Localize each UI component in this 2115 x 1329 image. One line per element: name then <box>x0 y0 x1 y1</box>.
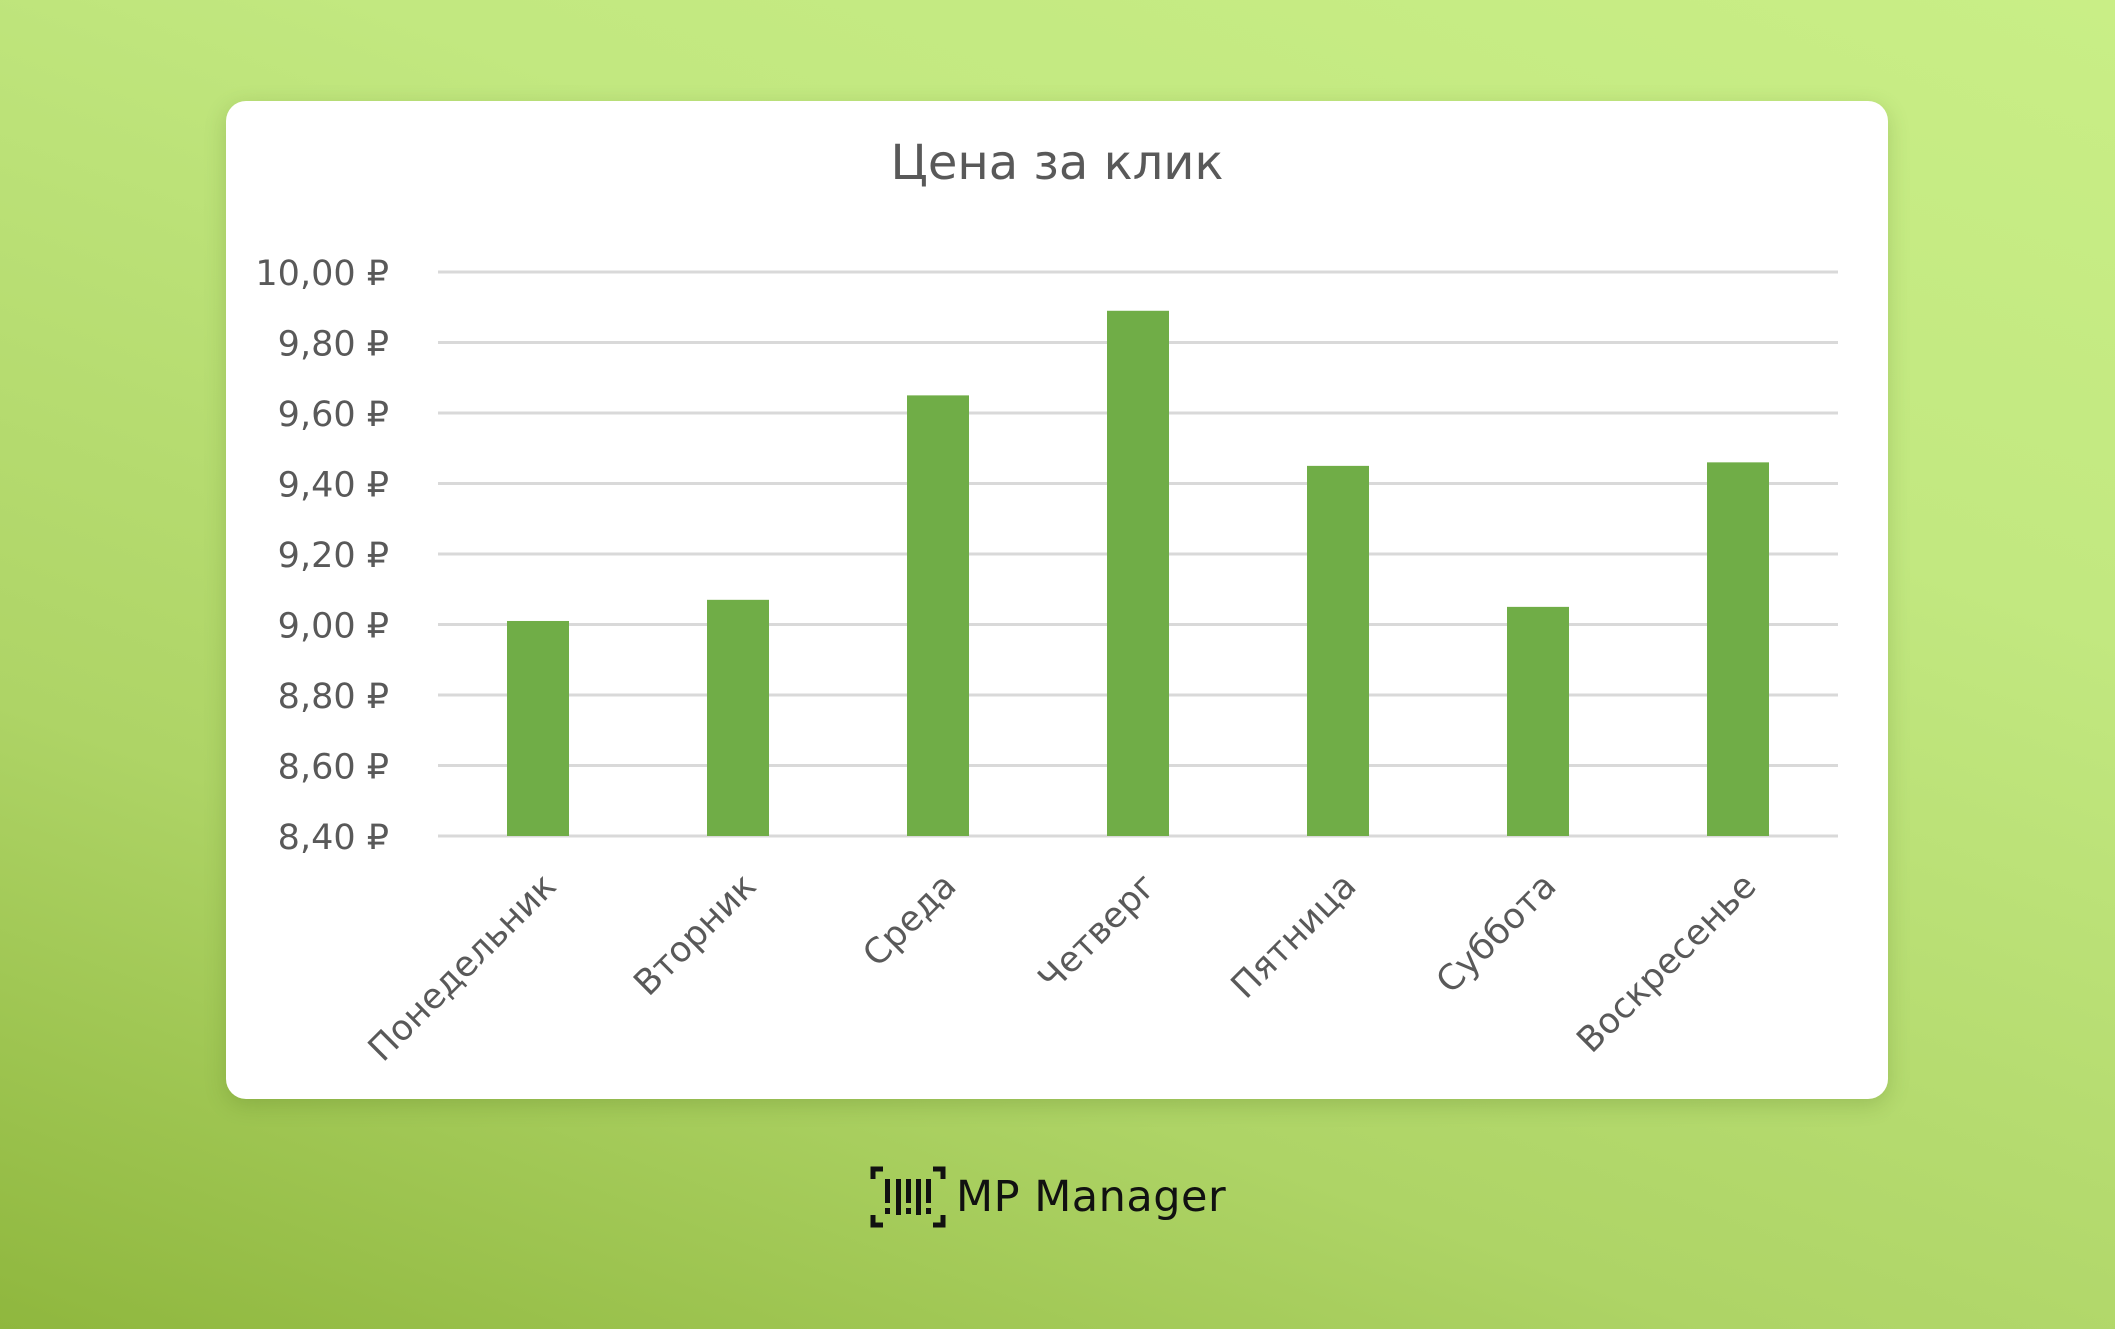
bar-2 <box>707 599 769 836</box>
x-tick-label: Суббота <box>1429 866 1564 1001</box>
bars <box>507 310 1769 836</box>
y-tick-label: 8,40 ₽ <box>278 818 389 858</box>
bar-7 <box>1707 462 1769 836</box>
y-tick-label: 8,60 ₽ <box>278 748 389 788</box>
bar-6 <box>1507 606 1569 836</box>
x-tick-label: Четверг <box>1031 866 1164 999</box>
y-tick-label: 9,80 ₽ <box>278 325 389 365</box>
chart-card: Цена за клик 8,40 ₽ 8,60 ₽ 8,80 ₽ 9,00 ₽ 9,2… <box>226 101 1888 1099</box>
x-tick-label: Вторник <box>627 866 765 1004</box>
y-tick-label: 9,40 ₽ <box>278 466 389 506</box>
bar-5 <box>1307 465 1369 836</box>
brand-footer: MP Manager <box>870 1165 1226 1229</box>
y-tick-label: 9,60 ₽ <box>278 395 389 435</box>
bar-1 <box>507 620 569 836</box>
barcode-logo-icon <box>870 1166 946 1228</box>
y-tick-label: 8,80 ₽ <box>278 677 389 717</box>
chart-title: Цена за клик <box>891 135 1224 191</box>
brand-name: MP Manager <box>956 1172 1227 1222</box>
y-tick-label: 9,20 ₽ <box>278 536 389 576</box>
bar-4 <box>1107 310 1169 836</box>
x-tick-label: Понедельник <box>361 866 564 1069</box>
y-tick-label: 9,00 ₽ <box>278 607 389 647</box>
chart-canvas: Цена за клик 8,40 ₽ 8,60 ₽ 8,80 ₽ 9,00 ₽ 9,2… <box>255 135 1838 1069</box>
x-tick-label: Среда <box>856 866 965 975</box>
bar-3 <box>907 395 969 836</box>
y-axis-labels: 8,40 ₽ 8,60 ₽ 8,80 ₽ 9,00 ₽ 9,20 ₽ 9,40 ₽ 9,60… <box>255 254 389 858</box>
x-tick-label: Пятница <box>1224 866 1364 1006</box>
x-axis-labels: Понедельник Вторник Среда Четверг Пятница Суб… <box>361 866 1764 1069</box>
y-tick-label: 10,00 ₽ <box>255 254 389 294</box>
x-tick-label: Воскресенье <box>1570 866 1765 1061</box>
